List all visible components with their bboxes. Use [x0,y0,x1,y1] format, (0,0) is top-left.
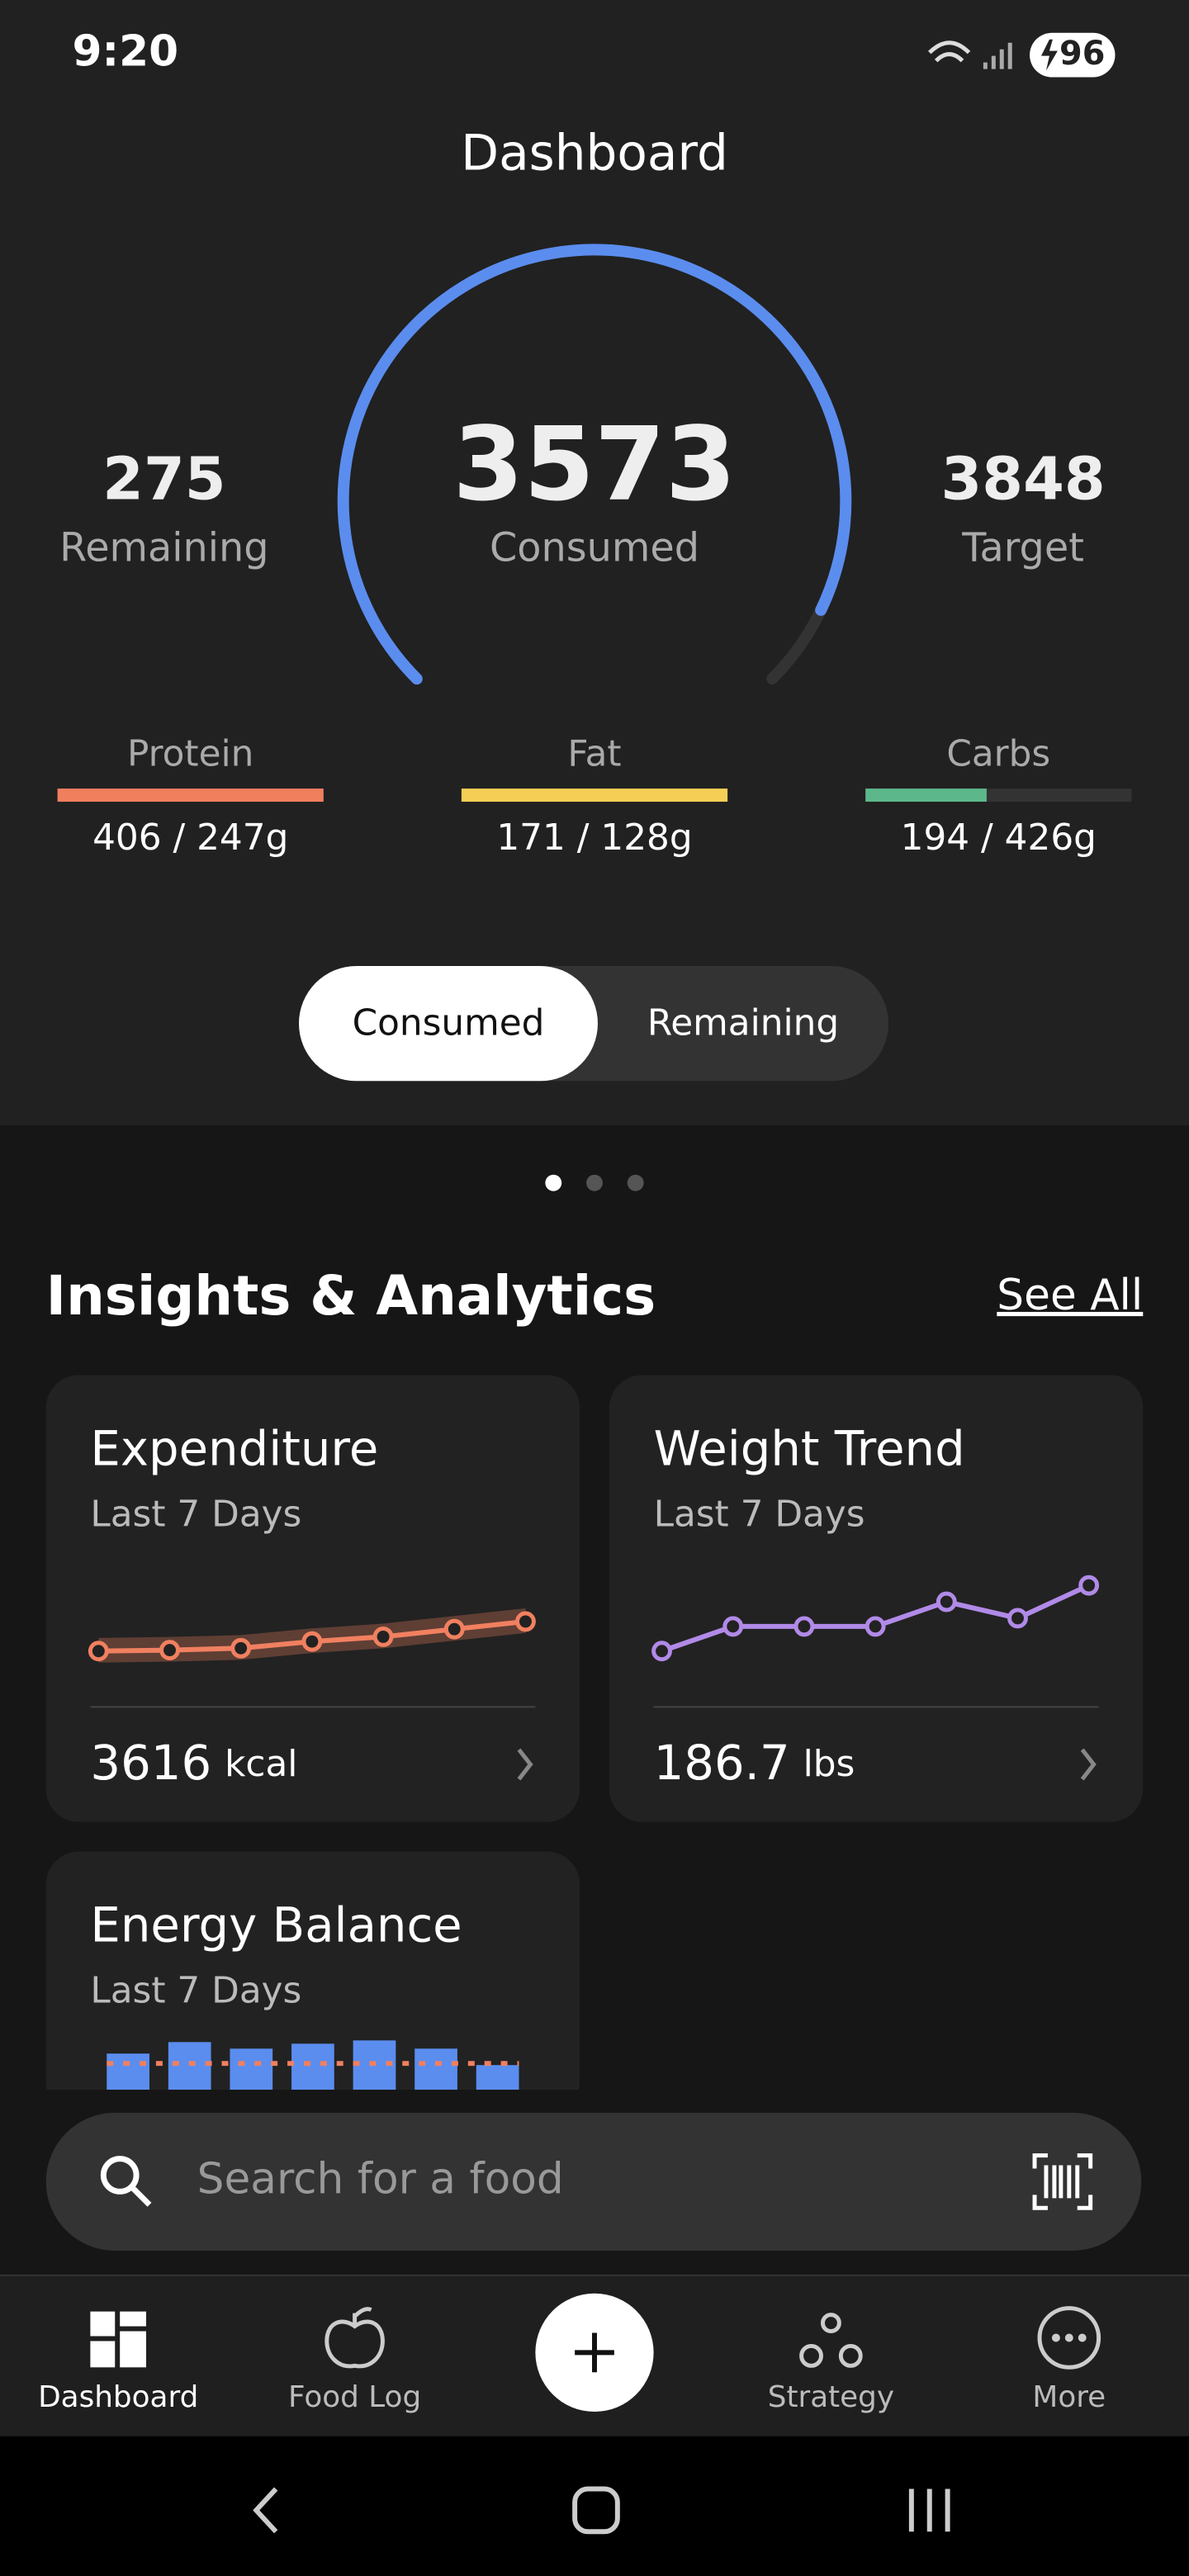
barcode-icon[interactable] [1032,2153,1093,2210]
search-bar[interactable] [45,2112,1142,2252]
card-title: Expenditure [90,1421,378,1477]
balance-bar [230,2048,273,2091]
top-panel [0,0,1189,1126]
consumed-label: Consumed [490,526,699,571]
trend-point [865,1616,886,1637]
card-subtitle: Last 7 Days [654,1494,865,1536]
balance-bar [476,2065,519,2091]
insight-cards: Expenditure Last 7 Days 3616 kcal Weight Tre… [45,1375,1144,2114]
macro-value: 406 / 247g [92,817,288,859]
card-value: 3616 kcal [90,1735,297,1791]
trend-point [722,1616,744,1637]
nav-label[interactable]: More [1032,2380,1106,2414]
card-value-unit: lbs [803,1743,855,1785]
consumed-value: 3573 [452,406,736,524]
toggle-selected [298,966,598,1082]
card-title: Weight Trend [654,1421,965,1477]
nav-labels: Dashboard Food Log Strategy More [38,2380,1106,2414]
trend-point [372,1626,394,1647]
battery-level: 96 [1059,35,1105,73]
card-subtitle: Last 7 Days [90,1494,301,1536]
macros: Protein 406 / 247g Fat 171 / 128g Carbs 194 /… [57,732,1132,859]
balance-bar [107,2053,149,2091]
battery-bolt [1040,39,1058,71]
search-placeholder[interactable]: Search for a food [197,2154,564,2204]
card-value-unit: kcal [225,1743,297,1785]
card-value-number: 186.7 [654,1735,790,1791]
food-log-icon [324,2307,385,2369]
trend-point [443,1618,465,1640]
add-icon [575,2332,614,2373]
toggle-option[interactable]: Consumed [353,1002,545,1044]
trend-point [88,1641,109,1662]
card-chevron [1080,1748,1097,1781]
status-time: 9:20 [73,27,179,77]
card-value: 186.7 lbs [654,1735,855,1791]
macro-bar [461,788,728,803]
trend-point [793,1616,815,1637]
macro-value: 194 / 426g [901,817,1097,859]
nav-label[interactable]: Dashboard [38,2380,198,2414]
more-icon [1037,2306,1101,2370]
calorie-gauge [337,244,852,685]
nav-label[interactable]: Strategy [768,2380,894,2414]
trend-point [651,1641,672,1662]
system-buttons [253,2486,950,2535]
trend-point [936,1591,957,1612]
card-chevron [517,1748,533,1781]
macro-name: Protein [127,732,253,774]
balance-bar [414,2048,457,2091]
trend-point [515,1611,536,1632]
system-nav [0,2436,1189,2576]
card-subtitle: Last 7 Days [90,1970,301,2012]
balance-bar [291,2043,334,2091]
insight-card[interactable] [45,1375,580,1822]
nav-label[interactable]: Food Log [288,2380,421,2414]
toggle-option[interactable]: Remaining [647,1002,839,1044]
see-all-link[interactable]: See All [997,1271,1143,1320]
macro-bar [865,788,987,803]
macro-name: Carbs [946,732,1050,774]
pager-dot [586,1174,603,1191]
pager-dot [545,1174,562,1191]
card-title: Energy Balance [90,1897,462,1953]
remaining-value: 275 [102,445,225,514]
trend-point [301,1631,323,1652]
trend-point [159,1640,180,1661]
macro-value: 171 / 128g [496,817,692,859]
macro-bar [57,788,324,803]
section-title: Insights & Analytics [46,1265,656,1328]
target-label: Target [961,526,1084,571]
page-title: Dashboard [461,125,728,182]
trend-point [230,1637,252,1659]
insight-card[interactable] [609,1375,1144,1822]
trend-point [1007,1608,1028,1629]
search-icon [100,2156,152,2207]
gauge-progress [337,244,852,685]
trend-point [1078,1574,1100,1596]
strategy-icon [799,2313,863,2368]
macro-name: Fat [567,732,621,774]
card-value-number: 3616 [90,1735,211,1791]
dashboard-icon [90,2311,147,2368]
target-value: 3848 [940,445,1105,514]
status-icons [927,40,1012,69]
remaining-label: Remaining [59,526,268,571]
toggle-options: Consumed Remaining [298,966,839,1082]
pager-dot [627,1174,644,1191]
